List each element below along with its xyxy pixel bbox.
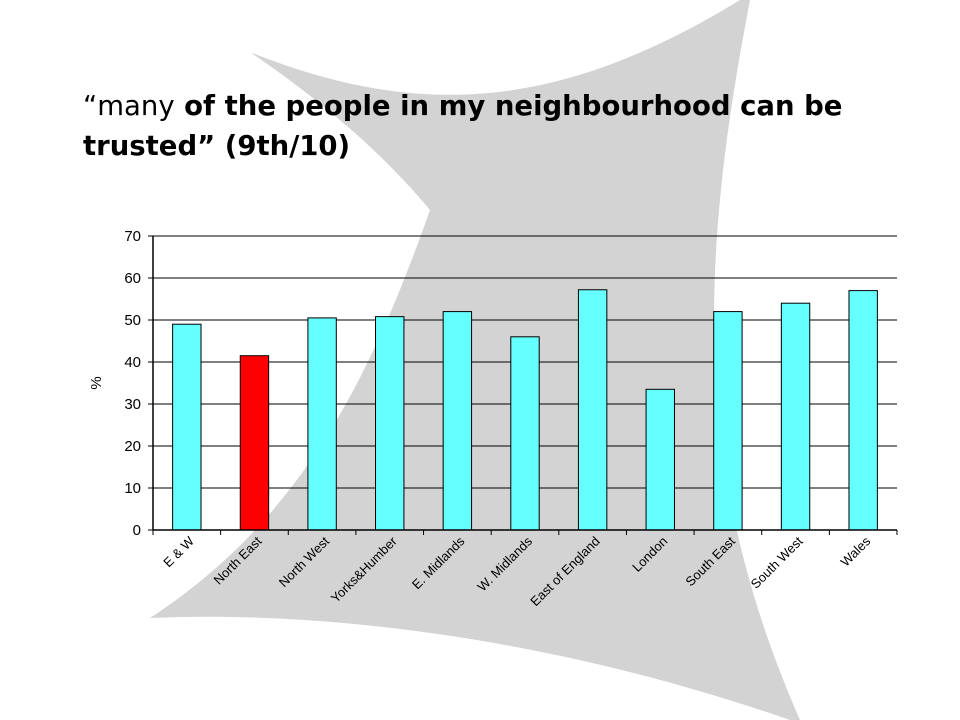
bar xyxy=(645,388,675,531)
x-tick-label: North West xyxy=(276,533,333,590)
y-tick-label: 20 xyxy=(124,438,141,455)
x-tick-label: Wales xyxy=(837,533,873,569)
bar xyxy=(307,317,337,531)
y-tick-label: 10 xyxy=(124,480,141,497)
x-tick-label: E. Midlands xyxy=(409,533,468,592)
y-axis-label: % xyxy=(88,376,105,389)
x-tick-label: North East xyxy=(211,533,265,587)
y-tick-labels: 0 10 20 30 40 50 60 70 xyxy=(124,228,141,539)
y-tick-label: 50 xyxy=(124,312,141,329)
bar xyxy=(442,311,473,531)
bar xyxy=(239,355,270,531)
x-tick-label: E & W xyxy=(160,533,197,570)
bar xyxy=(510,336,540,531)
bar xyxy=(375,316,405,531)
bar xyxy=(577,289,608,531)
y-tick-label: 40 xyxy=(124,354,141,371)
bar xyxy=(780,302,811,531)
y-tick-label: 60 xyxy=(124,270,141,287)
x-tick-label: East of England xyxy=(527,534,603,610)
title-rest: of the people in my neighbourhood can be… xyxy=(83,90,843,162)
title-lead: “many xyxy=(83,90,175,122)
slide-title: “many of the people in my neighbourhood … xyxy=(83,86,923,166)
y-tick-label: 70 xyxy=(124,228,141,245)
y-tick-label: 30 xyxy=(124,396,141,413)
x-tick-label: W. Midlands xyxy=(474,533,535,594)
bar xyxy=(713,311,743,531)
y-tick-label: 0 xyxy=(133,522,141,539)
axes xyxy=(152,236,897,531)
x-tick-label: Yorks&Humber xyxy=(328,533,401,606)
bars xyxy=(172,289,878,531)
x-tick-label: London xyxy=(629,534,670,575)
x-tick-label: South West xyxy=(748,533,806,591)
bar xyxy=(848,290,878,531)
bar xyxy=(172,323,202,531)
x-tick-label: South East xyxy=(682,533,738,589)
